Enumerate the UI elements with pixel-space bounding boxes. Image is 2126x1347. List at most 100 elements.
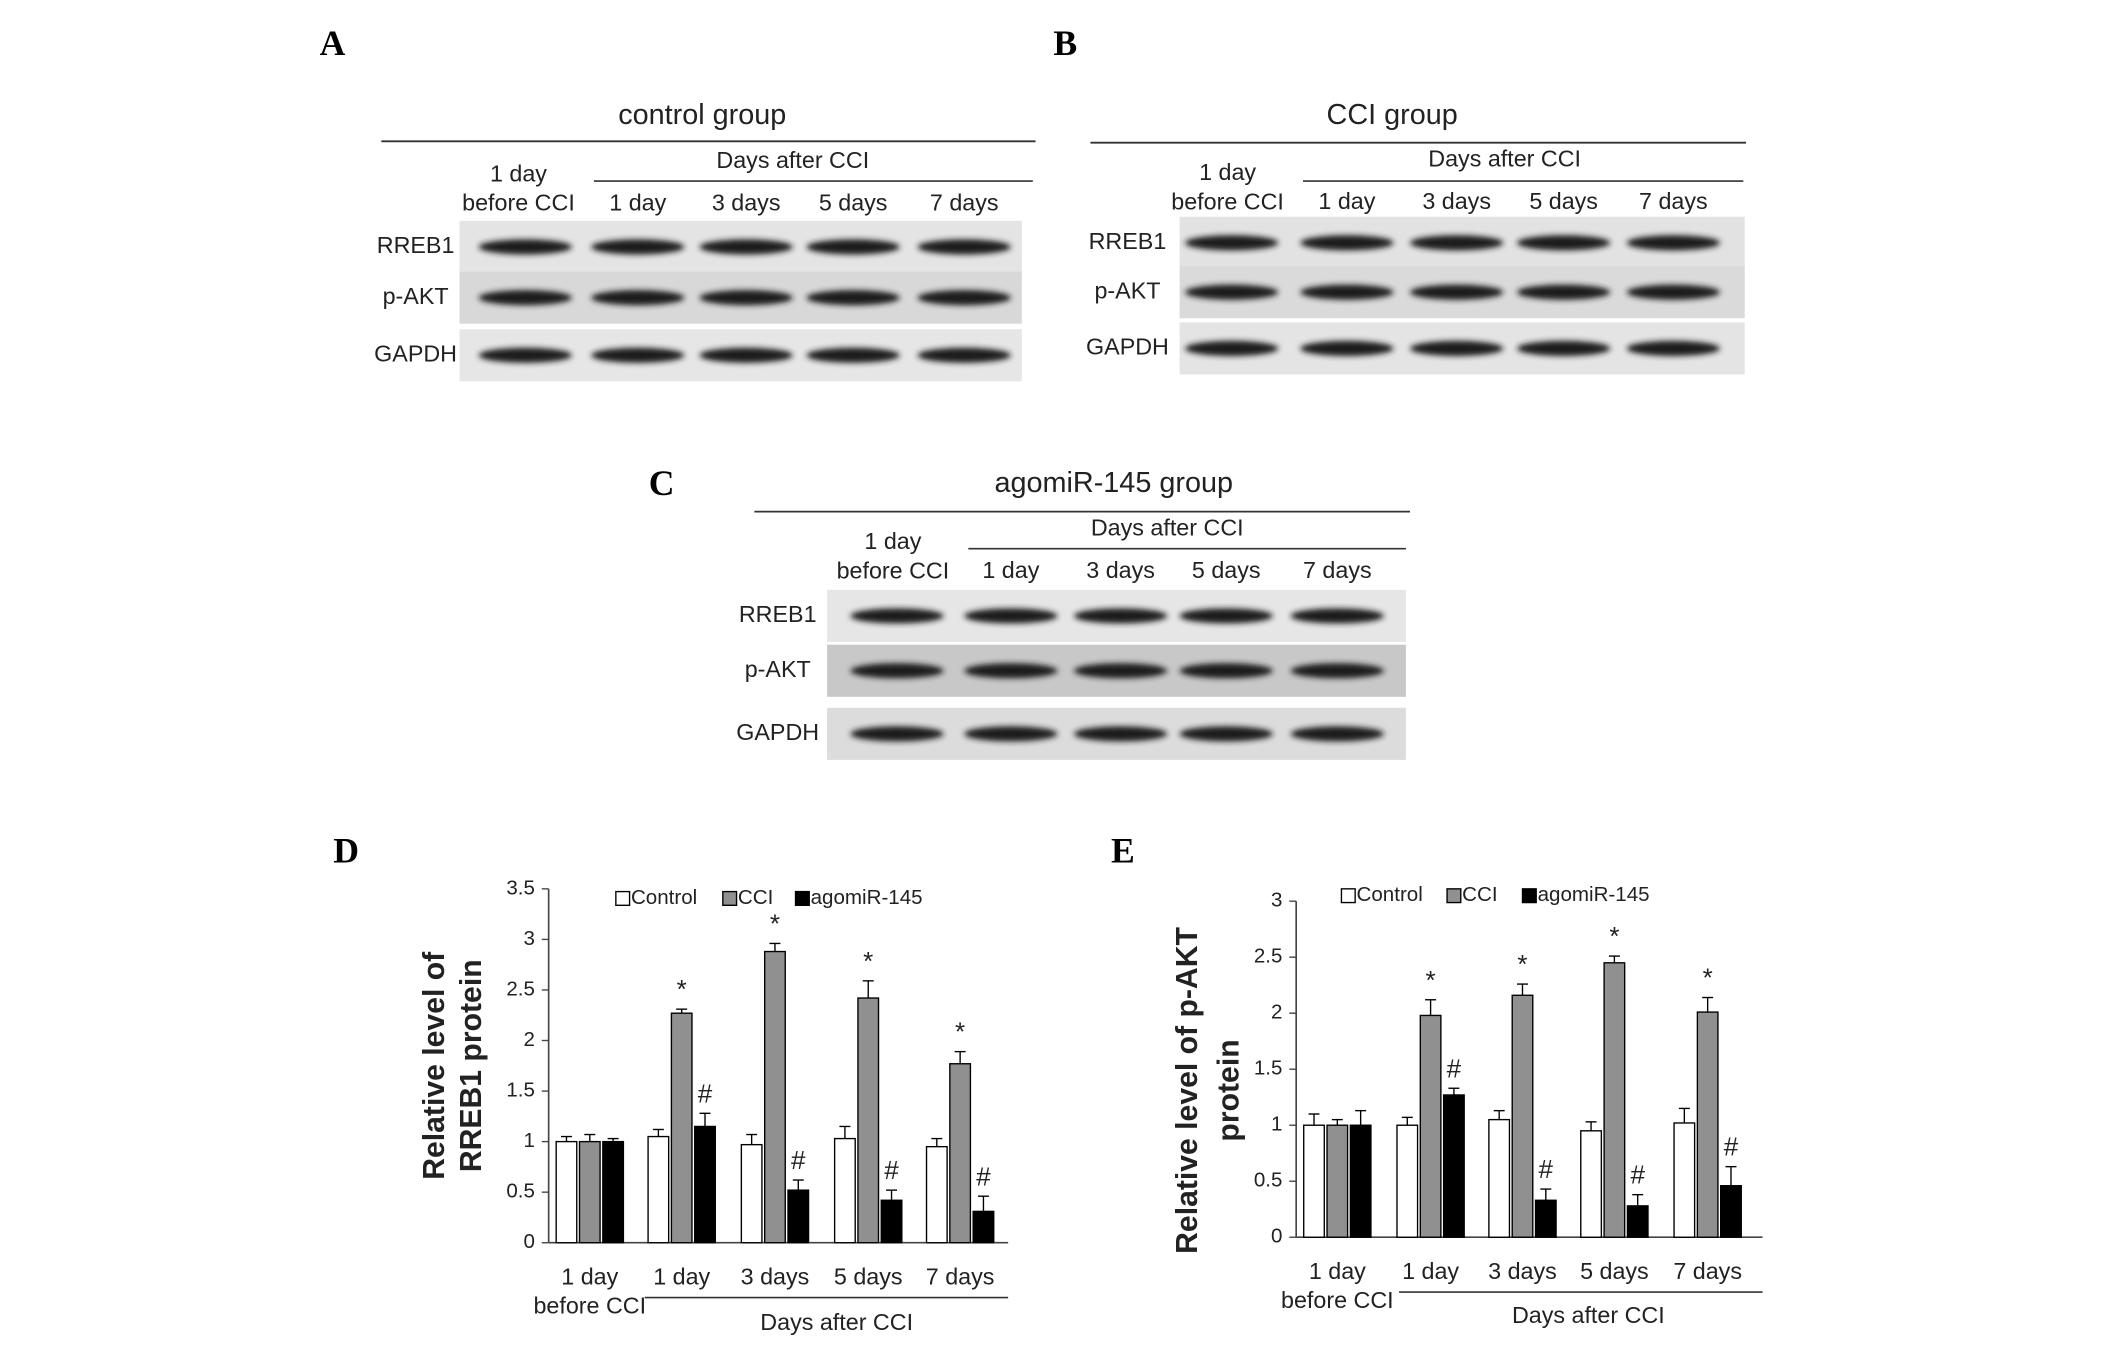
x-tick-label: 1 day before CCI <box>1281 1258 1394 1313</box>
blot-band <box>1290 663 1384 679</box>
legend-swatch <box>615 890 631 906</box>
row-label: GAPDH <box>736 719 819 745</box>
bar <box>880 1199 903 1244</box>
row-label: RREB1 <box>1089 228 1167 254</box>
y-tick-label: 3 <box>1271 889 1282 912</box>
blot-band <box>478 347 572 363</box>
y-axis-label: protein <box>1212 1039 1245 1141</box>
significance-label: # <box>976 1161 991 1191</box>
lane-label: 5 days <box>1192 557 1261 583</box>
bar <box>1511 994 1534 1238</box>
bar <box>1580 1130 1603 1238</box>
blot-band <box>1517 235 1611 251</box>
row-label: RREB1 <box>739 601 817 627</box>
significance-label: # <box>884 1155 899 1185</box>
blot-band <box>1626 284 1721 300</box>
blot-band <box>806 239 900 255</box>
y-tick-label: 2 <box>1271 1001 1282 1024</box>
x-tick-label: 3 days <box>741 1264 810 1290</box>
y-tick-label: 2.5 <box>506 977 535 1000</box>
lane-label: 1 day <box>982 557 1039 583</box>
blot-band <box>1179 663 1273 679</box>
blot-band <box>1300 284 1394 300</box>
bar <box>763 950 786 1244</box>
blot-title: CCI group <box>1327 99 1458 131</box>
significance-label: * <box>1703 963 1713 993</box>
blot-band <box>1290 608 1384 624</box>
panel-letter: A <box>320 23 346 63</box>
legend-swatch <box>1521 888 1537 904</box>
blot-band <box>806 290 900 306</box>
group-label: Days after CCI <box>1428 146 1581 172</box>
bar <box>1720 1185 1742 1238</box>
lane-label: 3 days <box>1422 188 1491 214</box>
y-tick-label: 2.5 <box>1254 945 1283 968</box>
bar <box>1326 1124 1349 1238</box>
x-tick-label: 1 day before CCI <box>533 1264 646 1319</box>
blot-band <box>964 726 1058 742</box>
bar <box>602 1140 625 1244</box>
blot-band <box>917 347 1011 363</box>
y-axis-label: Relative level of p-AKT <box>1171 927 1204 1254</box>
lane-label: 3 days <box>1086 557 1155 583</box>
panel-letter: D <box>333 831 359 871</box>
lane-label: 3 days <box>712 190 781 216</box>
blot-band <box>850 608 944 624</box>
bar <box>787 1189 810 1244</box>
blot-band <box>806 347 900 363</box>
bar <box>925 1145 948 1244</box>
significance-label: # <box>1447 1053 1462 1083</box>
blot-band <box>478 290 572 306</box>
bar <box>670 1012 693 1244</box>
row-label: RREB1 <box>377 232 455 258</box>
blot-band <box>591 290 685 306</box>
blot-title: control group <box>618 99 786 131</box>
blot-band <box>850 726 944 742</box>
blot-band <box>1073 608 1168 624</box>
blot-band <box>1185 284 1279 300</box>
blot-band <box>1073 663 1168 679</box>
significance-label: # <box>1724 1132 1739 1162</box>
bar <box>1696 1011 1719 1238</box>
row-label: p-AKT <box>383 283 449 309</box>
bar <box>578 1140 601 1244</box>
blot-band <box>1185 235 1279 251</box>
blot-band <box>1410 284 1504 300</box>
panel-letter: C <box>649 463 675 503</box>
row-label: p-AKT <box>745 656 811 682</box>
bar <box>972 1210 995 1244</box>
bar <box>694 1125 716 1244</box>
significance-label: * <box>1426 965 1436 995</box>
blot-band <box>850 663 944 679</box>
bar <box>740 1143 763 1244</box>
bar <box>1303 1124 1325 1238</box>
group-label: Days after CCI <box>1091 515 1244 541</box>
first-lane-label: 1 day before CCI <box>1171 159 1284 214</box>
x-tick-label: 7 days <box>926 1264 995 1290</box>
blot-title: agomiR-145 group <box>994 467 1233 499</box>
blot-band <box>1300 340 1394 356</box>
legend-label: agomiR-145 <box>811 886 923 909</box>
bar <box>555 1140 578 1244</box>
y-tick-label: 2 <box>523 1028 534 1051</box>
lane-label: 1 day <box>1318 188 1375 214</box>
group-label: Days after CCI <box>760 1309 913 1335</box>
bar <box>647 1135 670 1244</box>
blot-band <box>591 239 685 255</box>
blot-band <box>917 239 1011 255</box>
bar <box>1534 1199 1557 1238</box>
row-label: p-AKT <box>1094 277 1160 303</box>
y-tick-label: 1.5 <box>506 1078 535 1101</box>
blot-band <box>964 608 1058 624</box>
bar <box>1349 1124 1372 1238</box>
blot-band <box>699 290 793 306</box>
x-tick-label: 7 days <box>1673 1258 1742 1284</box>
y-tick-label: 0.5 <box>1254 1169 1283 1192</box>
blot-band <box>478 239 572 255</box>
blot-band <box>1410 340 1504 356</box>
bar <box>1626 1205 1649 1238</box>
first-lane-label: 1 day before CCI <box>462 161 575 216</box>
legend-label: CCI <box>738 886 773 909</box>
y-tick-label: 0.5 <box>506 1180 535 1203</box>
bar <box>1442 1094 1465 1238</box>
